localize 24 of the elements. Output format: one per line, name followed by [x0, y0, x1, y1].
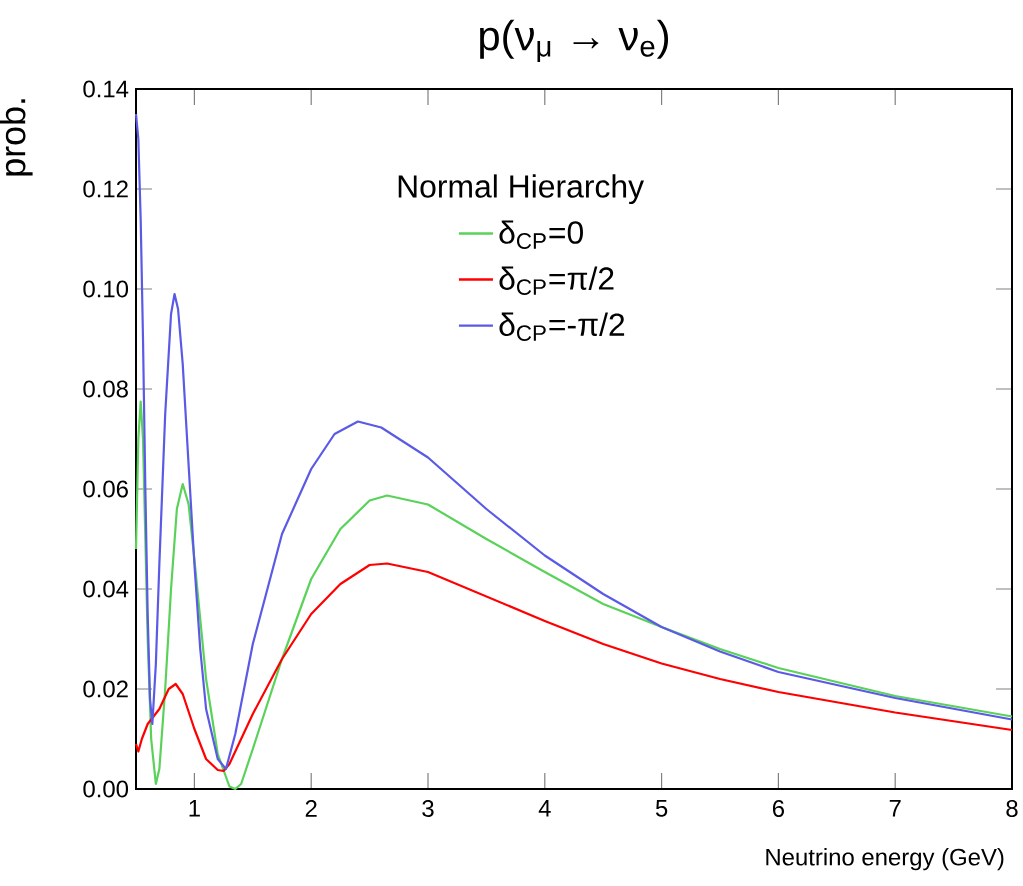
y-tick-label: 0.06 — [83, 480, 128, 498]
x-tick-label: 1 — [189, 800, 200, 817]
legend-label: δ$_{CP}$=0 — [499, 220, 583, 249]
x-tick-label: 6 — [772, 800, 784, 817]
x-axis-title: Neutrino energy (GeV) — [766, 848, 1004, 871]
legend-label: δ$_{CP}$=-π/2 — [499, 312, 625, 342]
x-tick-label: 8 — [1006, 800, 1018, 817]
y-tick-label: 0.14 — [83, 80, 129, 98]
x-tick-label: 4 — [538, 800, 551, 817]
x-tick-label: 5 — [655, 800, 668, 817]
chart-title: p(ν$_{μ}$ → ν$_{e}$) — [480, 19, 669, 62]
y-tick-label: 0.00 — [83, 780, 129, 798]
line-series — [134, 112, 1014, 771]
legend-title: Normal Hierarchy — [398, 174, 644, 205]
y-tick-label: 0.02 — [83, 680, 128, 698]
y-tick-label: 0.08 — [83, 380, 128, 398]
x-tick-label: 2 — [305, 800, 317, 817]
y-axis-title: prob. — [0, 99, 33, 176]
y-tick-label: 0.12 — [83, 180, 128, 198]
y-tick-label: 0.10 — [83, 280, 129, 298]
x-tick-label: 7 — [889, 800, 901, 817]
legend-label: δ$_{CP}$=π/2 — [499, 266, 614, 295]
x-tick-label: 3 — [422, 800, 434, 817]
y-tick-label: 0.04 — [83, 580, 129, 598]
